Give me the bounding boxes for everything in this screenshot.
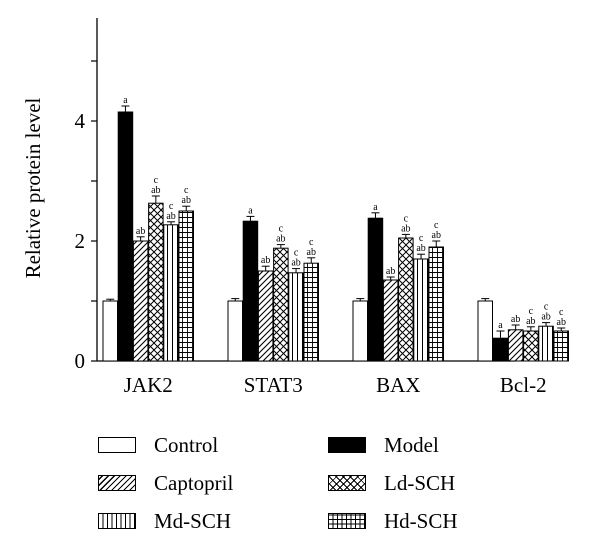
bar — [553, 330, 569, 362]
bar — [382, 279, 399, 362]
significance-label: a — [123, 95, 128, 106]
significance-label: ab — [386, 266, 395, 277]
significance-label: ab — [526, 316, 535, 327]
x-tick-label: STAT3 — [244, 373, 303, 397]
significance-label: ab — [401, 223, 410, 234]
significance-label: ab — [307, 247, 316, 258]
significance-label: ab — [276, 234, 285, 245]
significance-label: c — [434, 220, 439, 231]
bar — [288, 272, 304, 362]
bar — [117, 111, 134, 362]
significance-label: c — [419, 233, 424, 244]
significance-label: ab — [416, 243, 425, 254]
bar — [507, 329, 524, 362]
bar — [523, 330, 539, 362]
significance-label: ab — [291, 258, 300, 269]
bar — [413, 258, 429, 362]
x-tick-label: JAK2 — [124, 373, 173, 397]
bar — [102, 300, 118, 362]
y-tick-label: 2 — [75, 229, 86, 253]
bar — [538, 325, 554, 362]
y-tick-label: 0 — [75, 349, 86, 373]
significance-label: c — [559, 307, 564, 318]
y-tick-label: 4 — [75, 109, 86, 133]
significance-label: ab — [182, 195, 191, 206]
significance-label: c — [169, 201, 174, 212]
significance-label: ab — [511, 314, 520, 325]
bar — [492, 337, 509, 362]
significance-label: c — [309, 237, 314, 248]
bar — [477, 300, 493, 362]
significance-label: ab — [541, 312, 550, 323]
significance-label: ab — [432, 230, 441, 241]
significance-label: a — [373, 202, 378, 213]
bar — [148, 202, 164, 362]
bar — [178, 210, 194, 362]
bar — [132, 240, 149, 362]
bar — [242, 220, 259, 362]
y-axis-label: Relative protein level — [21, 97, 45, 278]
significance-label: c — [279, 224, 284, 235]
significance-label: a — [498, 320, 503, 331]
x-tick-label: BAX — [376, 373, 420, 397]
bar — [257, 270, 274, 362]
significance-label: a — [248, 205, 253, 216]
bar — [163, 224, 179, 362]
significance-label: c — [154, 175, 159, 186]
bar — [367, 217, 384, 362]
significance-label: ab — [557, 317, 566, 328]
bar — [428, 246, 444, 362]
significance-label: ab — [136, 226, 145, 237]
bar — [303, 262, 319, 362]
bar — [273, 247, 289, 362]
significance-label: c — [404, 213, 409, 224]
significance-label: ab — [166, 211, 175, 222]
significance-label: c — [294, 248, 299, 259]
significance-label: c — [544, 302, 549, 313]
significance-label: ab — [261, 255, 270, 266]
significance-label: c — [529, 306, 534, 317]
bar — [227, 300, 243, 362]
x-tick-label: Bcl-2 — [500, 373, 547, 397]
significance-label: ab — [151, 185, 160, 196]
bar — [398, 237, 414, 362]
bar — [352, 300, 368, 362]
significance-label: c — [184, 185, 189, 196]
